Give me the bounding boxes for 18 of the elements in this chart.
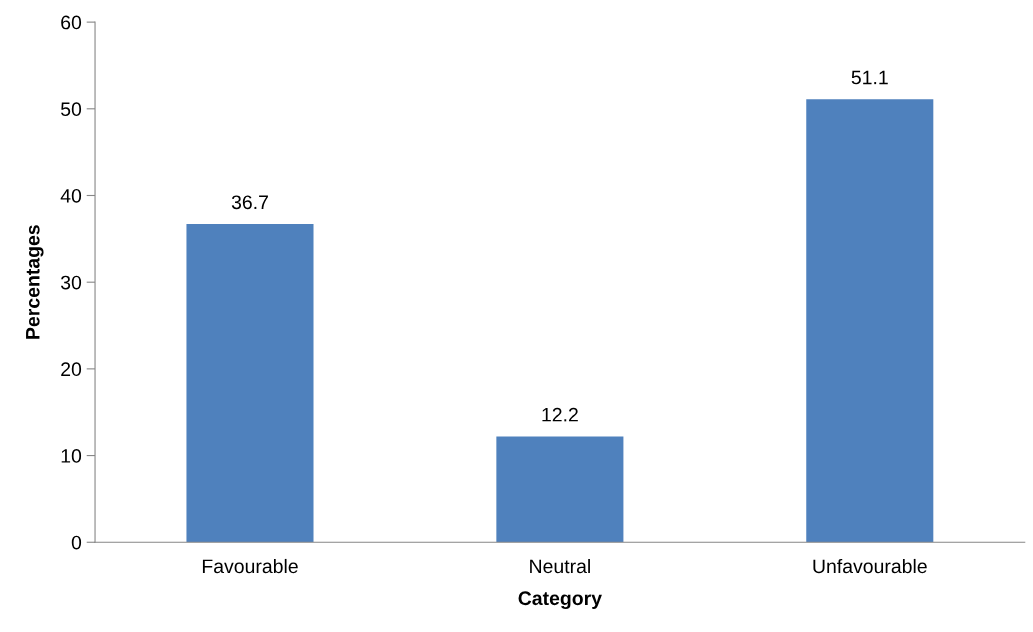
bar bbox=[496, 436, 624, 543]
x-tick-label: Favourable bbox=[202, 558, 298, 574]
data-label: 36.7 bbox=[231, 195, 268, 210]
y-tick-label: 10 bbox=[61, 449, 82, 463]
bar bbox=[186, 224, 314, 543]
y-tick-label: 50 bbox=[60, 102, 82, 117]
y-tick-label: 40 bbox=[60, 188, 82, 203]
data-label: 51.1 bbox=[851, 70, 888, 85]
x-tick-label: Unfavourable bbox=[813, 558, 927, 574]
data-label: 12.2 bbox=[542, 407, 578, 422]
x-axis-title: Category bbox=[518, 591, 602, 610]
y-tick-label: 20 bbox=[61, 362, 82, 377]
y-tick-label: 30 bbox=[60, 275, 82, 290]
y-tick-label: 0 bbox=[71, 535, 82, 550]
y-tick-label: 60 bbox=[61, 15, 82, 30]
bar bbox=[806, 99, 934, 543]
y-axis-title: Percentages bbox=[26, 225, 44, 339]
x-tick-label: Neutral bbox=[530, 558, 590, 574]
